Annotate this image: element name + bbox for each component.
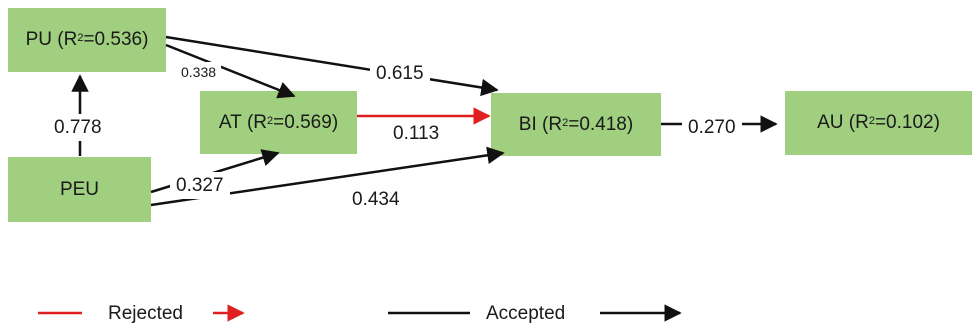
pu-r2-value: =0.536) <box>83 29 149 50</box>
peu-node-name: PEU <box>59 178 100 200</box>
path-label-peu-at: 0.327 <box>170 172 230 199</box>
peu-node: PEU <box>8 157 151 222</box>
pu-node-name: PU <box>25 29 52 50</box>
bi-r2-prefix: (R <box>542 113 563 135</box>
pu-r2-prefix: (R <box>57 29 78 50</box>
bi-r2-sup: 2 <box>562 116 569 129</box>
au-node: AU (R 2 =0.102) <box>785 91 972 155</box>
pu-node: PU (R 2 =0.536) <box>8 8 166 72</box>
path-label-peu-pu: 0.778 <box>48 114 108 141</box>
path-pu-bi <box>165 35 499 97</box>
au-r2-sup: 2 <box>868 115 875 127</box>
au-r2-value: =0.102) <box>874 112 940 133</box>
legend-accepted-label: Accepted <box>478 301 574 327</box>
path-pu-at <box>165 43 296 99</box>
at-r2-sup: 2 <box>267 114 274 127</box>
au-node-name: AU <box>817 112 844 133</box>
bi-node-name: BI <box>518 113 537 135</box>
path-label-pu-at: 0.338 <box>176 62 222 82</box>
bi-r2-value: =0.418) <box>568 113 634 135</box>
peu-node-box <box>8 157 151 222</box>
legend-rejected-label: Rejected <box>100 301 191 327</box>
bi-node: BI (R 2 =0.418) <box>491 93 661 156</box>
pu-r2-sup: 2 <box>77 32 84 44</box>
au-node-box <box>785 91 972 155</box>
at-node: AT (R 2 =0.569) <box>200 91 357 154</box>
au-r2-prefix: (R <box>848 112 869 133</box>
path-label-pu-bi: 0.615 <box>370 60 430 87</box>
at-r2-prefix: (R <box>246 111 268 133</box>
pu-node-box <box>8 8 166 72</box>
path-label-peu-bi: 0.434 <box>346 186 406 213</box>
path-label-at-bi: 0.113 <box>387 120 446 147</box>
path-label-bi-au: 0.270 <box>682 114 742 141</box>
at-node-box <box>200 91 357 154</box>
bi-node-box <box>491 93 661 156</box>
at-r2-value: =0.569) <box>273 111 339 133</box>
at-node-name: AT <box>218 111 242 133</box>
